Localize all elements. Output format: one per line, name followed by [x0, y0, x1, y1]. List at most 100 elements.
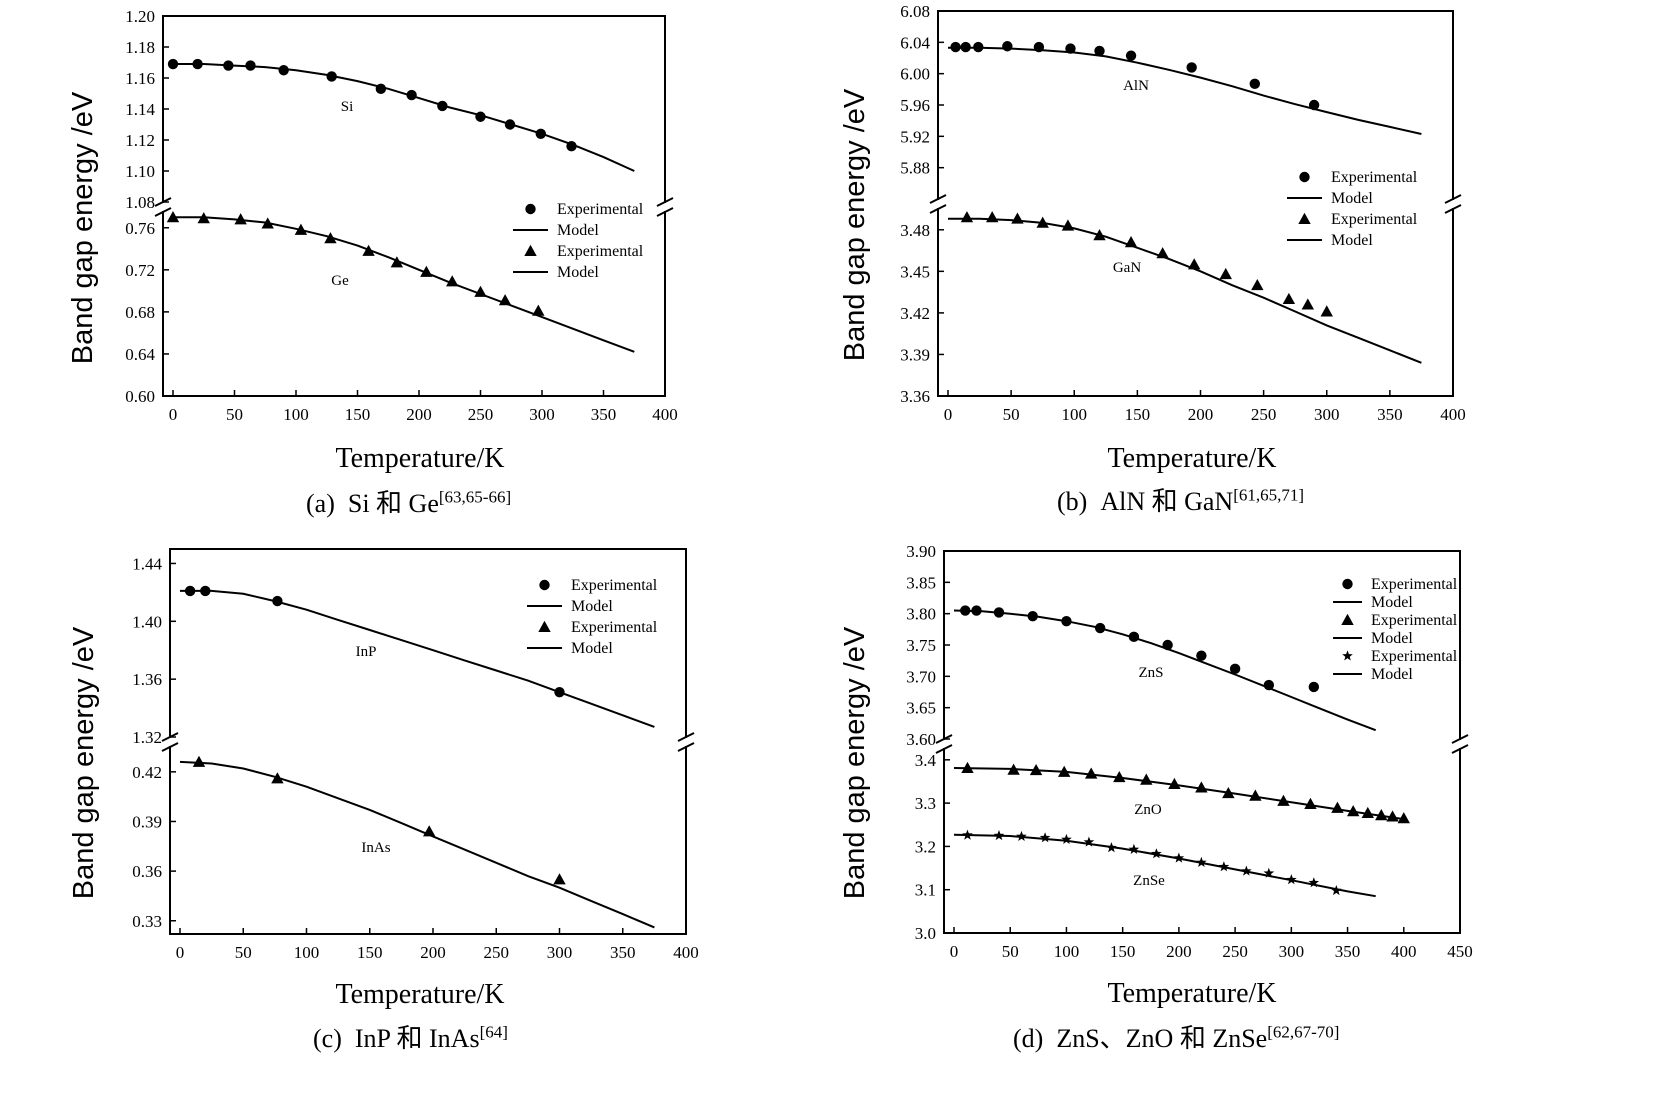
legend: ExperimentalModelExperimentalModelExperi…	[1333, 576, 1458, 683]
caption-b: (b) AlN 和 GaN[61,65,71]	[1057, 481, 1304, 518]
axis-break-gap	[157, 203, 169, 211]
y-tick-label: 1.10	[125, 162, 155, 181]
caption-b-refs: [61,65,71]	[1233, 485, 1305, 505]
x-tick-label: 100	[1062, 405, 1088, 424]
y-axis-label: Band gap energy /eV	[67, 91, 99, 364]
legend-marker-swatch	[1341, 613, 1354, 625]
y-tick-label: 3.85	[906, 573, 936, 592]
y-tick-label: 0.72	[125, 261, 155, 280]
y-tick-label: 1.32	[132, 728, 162, 747]
x-tick-label: 350	[591, 405, 617, 424]
y-tick-label: 3.4	[915, 751, 937, 770]
material-label-Ge: Ge	[331, 273, 349, 289]
axis-break-mark	[929, 194, 947, 204]
data-point-ZnSe	[1308, 877, 1320, 888]
data-point-GaN	[1093, 229, 1106, 241]
data-point-ZnSe	[1173, 852, 1185, 863]
axis-break-mark	[677, 732, 695, 742]
y-tick-label: 0.76	[125, 219, 155, 238]
x-tick-label: 100	[283, 405, 309, 424]
x-tick-label: 250	[484, 943, 510, 962]
axis-break-gap	[659, 203, 671, 211]
x-tick-label: 150	[1125, 405, 1151, 424]
y-axis-label: Band gap energy /eV	[839, 626, 871, 899]
data-point-ZnS	[993, 607, 1005, 618]
material-label-AlN: AlN	[1123, 78, 1149, 94]
axis-break-gap	[938, 740, 950, 748]
series-AlN	[948, 41, 1422, 135]
legend-label: Experimental	[557, 243, 644, 260]
axis-break-gap	[164, 738, 176, 746]
legend-marker-swatch	[524, 244, 537, 256]
data-point-ZnO	[1386, 810, 1399, 822]
y-tick-label: 3.60	[906, 730, 936, 749]
series-ZnS	[953, 605, 1377, 732]
y-axis-label: Band gap energy /eV	[68, 626, 100, 899]
y-tick-label: 3.65	[906, 699, 936, 718]
caption-a-text: Si 和 Ge	[347, 489, 439, 518]
x-axis-label: Temperature/K	[335, 979, 504, 1010]
x-tick-label: 350	[1377, 405, 1403, 424]
y-tick-label: 0.60	[125, 387, 155, 406]
data-point-ZnO	[1007, 763, 1020, 775]
y-tick-label: 3.36	[900, 387, 930, 406]
data-point-ZnSe	[1263, 867, 1275, 878]
data-point-Ge	[498, 294, 512, 306]
model-line-ZnO	[953, 767, 1404, 821]
model-line-AlN	[948, 46, 1422, 135]
x-tick-label: 50	[1002, 942, 1019, 961]
y-tick-label: 0.42	[132, 763, 162, 782]
axis-break-mark	[656, 197, 674, 207]
data-point-AlN	[1065, 43, 1076, 54]
data-point-ZnS	[1094, 622, 1106, 634]
data-point-GaN	[1011, 212, 1024, 224]
x-tick-label: 400	[1440, 405, 1466, 424]
series-Si	[167, 58, 635, 172]
y-tick-label: 5.88	[900, 159, 930, 178]
data-point-AlN	[1002, 41, 1013, 52]
data-point-InP	[184, 585, 196, 597]
legend-label: Model	[571, 598, 613, 615]
x-tick-label: 0	[950, 942, 959, 961]
data-point-Ge	[166, 211, 180, 223]
data-point-Si	[375, 83, 387, 95]
y-tick-label: 3.80	[906, 605, 936, 624]
x-tick-label: 200	[406, 405, 432, 424]
data-point-ZnSe	[1331, 885, 1342, 896]
data-point-Si	[406, 89, 417, 101]
data-point-ZnS	[1263, 679, 1275, 691]
legend: Experimental Model Experimental Model	[527, 577, 658, 657]
x-tick-label: 50	[1003, 405, 1020, 424]
data-point-Si	[223, 60, 234, 71]
x-tick-label: 200	[1188, 405, 1214, 424]
data-point-ZnS	[960, 605, 971, 616]
data-point-ZnO	[961, 761, 974, 774]
data-point-AlN	[950, 41, 961, 53]
data-point-ZnSe	[1151, 848, 1162, 859]
legend-label: Model	[571, 640, 613, 657]
data-point-InAs	[271, 772, 284, 784]
legend-marker-swatch	[1299, 171, 1310, 183]
series-InAs	[179, 755, 655, 929]
y-tick-label: 6.08	[900, 2, 930, 21]
x-tick-label: 200	[1166, 942, 1192, 961]
data-point-ZnSe	[1083, 836, 1095, 847]
data-point-GaN	[960, 211, 974, 223]
data-point-InAs	[423, 825, 436, 837]
data-point-Ge	[197, 212, 210, 224]
data-point-Si	[167, 58, 179, 70]
axis-break-mark	[154, 207, 172, 217]
legend-marker-swatch	[525, 203, 536, 215]
x-tick-label: 200	[420, 943, 446, 962]
data-point-ZnO	[1057, 765, 1071, 777]
x-tick-label: 250	[1222, 942, 1248, 961]
data-point-GaN	[1301, 298, 1315, 310]
y-axis-label: Band gap energy /eV	[839, 88, 871, 361]
material-label-ZnO: ZnO	[1134, 802, 1162, 818]
chart-b: 0 50 100 150 200 250 300 350 400 5.88 5.92 5.96 6.00…	[839, 2, 1466, 474]
data-point-AlN	[960, 41, 971, 53]
axis-break-mark	[1444, 204, 1462, 214]
material-label-ZnS: ZnS	[1138, 665, 1163, 681]
data-point-GaN	[1219, 267, 1232, 280]
legend-label: Model	[1331, 190, 1373, 207]
